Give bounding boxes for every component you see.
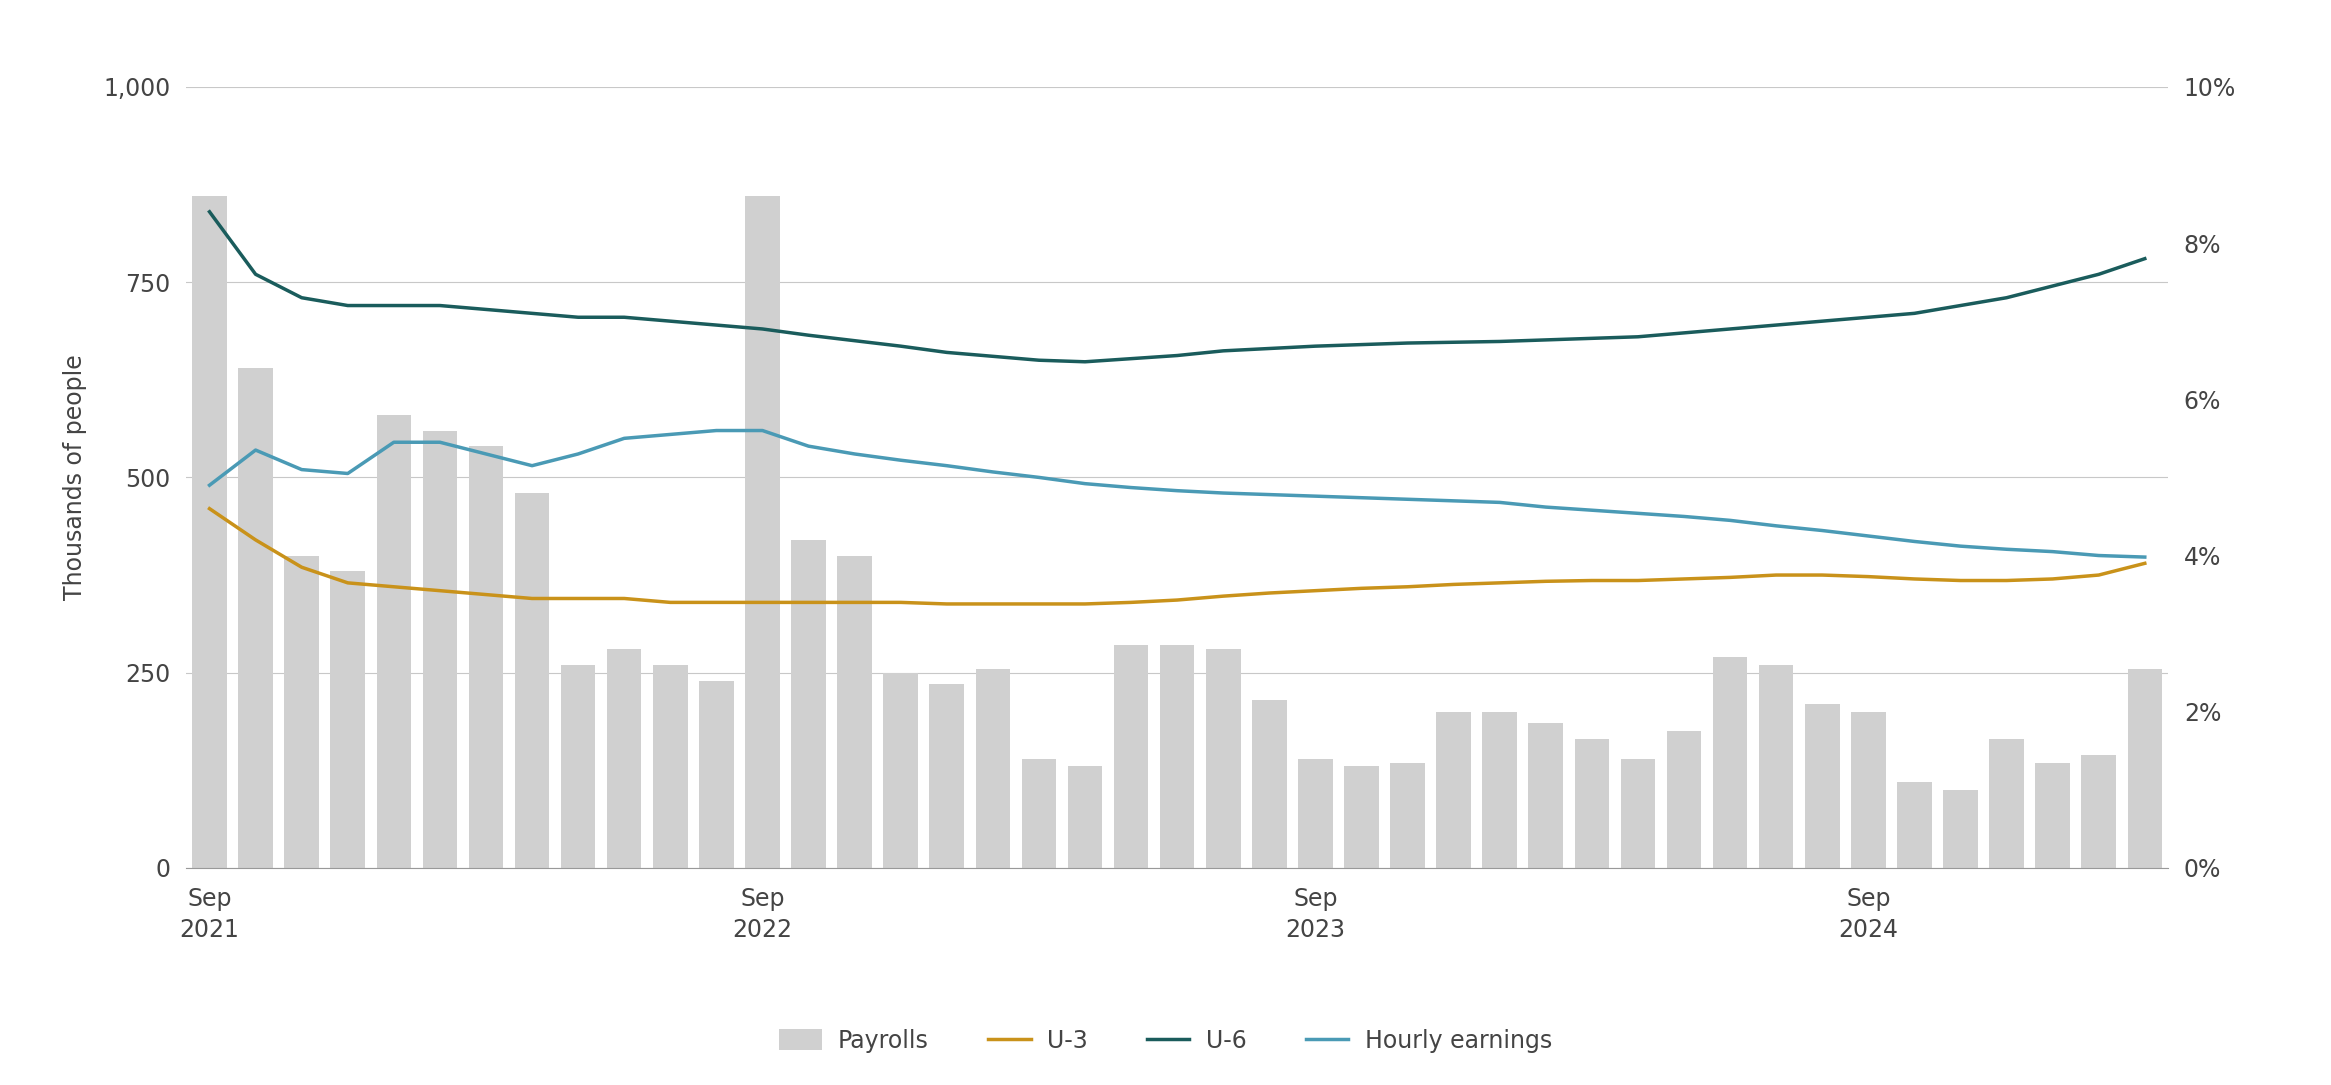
Bar <box>191 196 226 868</box>
Bar <box>1573 739 1608 868</box>
Bar <box>2128 668 2163 868</box>
Legend: Payrolls, U-3, U-6, Hourly earnings: Payrolls, U-3, U-6, Hourly earnings <box>769 1020 1562 1062</box>
Bar <box>1713 658 1748 868</box>
Bar <box>1345 766 1378 868</box>
Bar <box>331 571 366 868</box>
Bar <box>699 680 734 868</box>
Bar <box>1389 763 1424 868</box>
Bar <box>746 196 781 868</box>
Bar <box>1021 758 1056 868</box>
Bar <box>469 446 503 868</box>
Bar <box>562 665 594 868</box>
Bar <box>1114 646 1149 868</box>
Bar <box>284 556 319 868</box>
Bar <box>1897 782 1932 868</box>
Bar <box>1667 731 1702 868</box>
Bar <box>1483 712 1517 868</box>
Y-axis label: Thousands of people: Thousands of people <box>63 355 86 600</box>
Bar <box>1988 739 2023 868</box>
Bar <box>606 649 641 868</box>
Bar <box>977 668 1009 868</box>
Bar <box>1436 712 1471 868</box>
Bar <box>1161 646 1193 868</box>
Bar <box>1944 790 1977 868</box>
Bar <box>2035 763 2070 868</box>
Bar <box>2082 755 2117 868</box>
Bar <box>1851 712 1886 868</box>
Bar <box>1068 766 1103 868</box>
Bar <box>883 673 918 868</box>
Bar <box>378 414 410 868</box>
Bar <box>238 368 273 868</box>
Bar <box>837 556 872 868</box>
Bar <box>930 685 965 868</box>
Bar <box>1205 649 1240 868</box>
Bar <box>1804 704 1839 868</box>
Bar <box>1620 758 1655 868</box>
Bar <box>515 493 550 868</box>
Bar <box>1298 758 1333 868</box>
Bar <box>1529 724 1564 868</box>
Bar <box>790 540 825 868</box>
Bar <box>1760 665 1793 868</box>
Bar <box>1252 700 1287 868</box>
Bar <box>653 665 688 868</box>
Bar <box>422 431 457 868</box>
